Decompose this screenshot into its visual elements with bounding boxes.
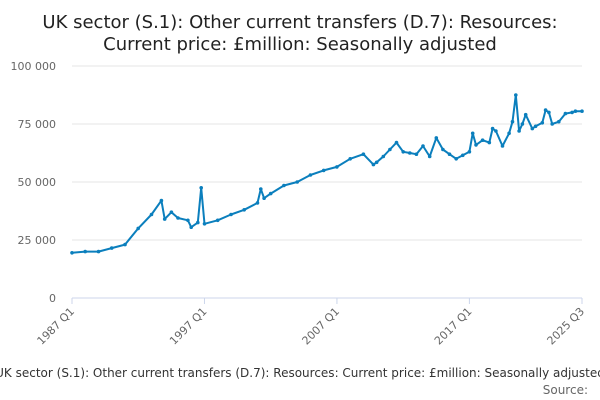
data-point: [507, 131, 511, 136]
data-point: [401, 150, 406, 154]
data-point: [454, 157, 459, 161]
data-point: [523, 112, 528, 117]
data-point: [530, 126, 535, 131]
data-point: [520, 122, 525, 126]
x-tick-label: 1987 Q1: [35, 305, 78, 348]
data-point: [229, 212, 233, 217]
data-point: [196, 220, 200, 225]
data-point: [514, 93, 518, 97]
data-point: [321, 168, 326, 173]
data-point: [563, 111, 568, 116]
series-points: [70, 93, 584, 255]
data-point: [510, 119, 515, 124]
data-point: [215, 218, 220, 223]
data-point: [96, 249, 101, 254]
data-point: [186, 218, 190, 223]
data-point: [550, 122, 554, 126]
data-point: [199, 186, 203, 190]
data-point: [500, 144, 505, 148]
data-point: [421, 144, 425, 148]
x-tick-label: 1997 Q1: [167, 305, 210, 348]
data-point: [547, 110, 551, 115]
data-point: [374, 160, 379, 165]
data-point: [189, 225, 193, 229]
data-point: [434, 136, 439, 140]
y-axis-ticks: 0 25 000 50 000 75 000 100 000: [11, 60, 57, 305]
data-point: [533, 124, 538, 129]
data-point: [348, 157, 353, 161]
data-point: [242, 208, 246, 212]
y-tick-label: 100 000: [11, 60, 57, 73]
y-tick-label: 75 000: [18, 118, 57, 131]
data-point: [381, 154, 386, 159]
data-point: [414, 152, 419, 156]
data-point: [470, 131, 475, 136]
data-point: [557, 119, 561, 124]
data-point: [540, 121, 545, 125]
data-point: [467, 150, 472, 154]
data-point: [371, 162, 376, 167]
data-point: [441, 147, 445, 152]
chart-title-line-1: UK sector (S.1): Other current transfers…: [42, 12, 557, 33]
data-point: [361, 152, 366, 156]
data-point: [159, 198, 164, 203]
data-point: [268, 191, 273, 196]
x-axis-ticks: 1987 Q1 1997 Q1 2007 Q1 2017 Q1 2025 Q3: [35, 298, 588, 348]
data-point: [109, 246, 114, 250]
y-tick-label: 25 000: [18, 234, 57, 247]
footer-caption: UK sector (S.1): Other current transfers…: [0, 366, 600, 380]
x-tick-label: 2017 Q1: [432, 305, 475, 348]
x-tick-label: 2025 Q3: [545, 305, 588, 348]
data-point: [494, 129, 498, 133]
data-point: [461, 153, 465, 158]
data-point: [262, 196, 266, 200]
data-point: [543, 108, 548, 112]
data-point: [570, 110, 574, 115]
data-point: [70, 251, 74, 255]
data-point: [388, 147, 392, 152]
data-point: [259, 187, 263, 191]
data-point: [176, 216, 180, 220]
data-point: [408, 151, 412, 155]
data-point: [427, 154, 432, 159]
data-point: [123, 242, 127, 247]
data-point: [474, 143, 478, 147]
data-point: [480, 138, 485, 142]
y-tick-label: 0: [49, 292, 56, 305]
data-point: [255, 201, 260, 205]
y-gridlines: [72, 65, 582, 241]
data-point: [282, 183, 286, 188]
chart-title-line-2: Current price: £million: Seasonally adju…: [103, 34, 497, 55]
data-point: [162, 217, 167, 221]
data-point: [487, 140, 492, 145]
data-point: [308, 173, 313, 177]
data-point: [490, 126, 495, 131]
data-point: [169, 210, 174, 214]
data-point: [202, 222, 207, 226]
data-point: [517, 129, 521, 133]
data-point: [136, 226, 140, 231]
data-point: [394, 140, 399, 145]
data-point: [573, 109, 578, 113]
data-point: [447, 152, 452, 156]
data-point: [83, 249, 87, 254]
data-point: [335, 165, 339, 169]
data-point: [149, 212, 154, 217]
data-point: [295, 180, 300, 184]
data-point: [580, 109, 584, 113]
x-tick-label: 2007 Q1: [300, 305, 343, 348]
source-label: Source:: [543, 383, 588, 397]
series-line: [71, 94, 582, 254]
y-tick-label: 50 000: [18, 176, 57, 189]
